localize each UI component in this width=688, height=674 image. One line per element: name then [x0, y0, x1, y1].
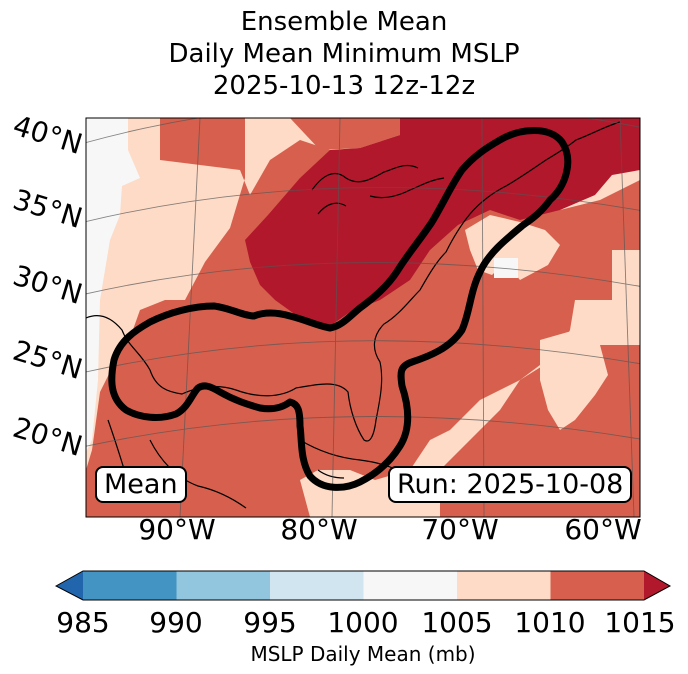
- graticule: [86, 118, 640, 517]
- colorbar-tick-1005: 1005: [421, 606, 493, 639]
- field-1010-1015-north: [290, 118, 400, 150]
- colorbar-segment-995: [270, 571, 364, 600]
- colorbar-tick-995: 995: [243, 606, 297, 639]
- colorbar-segment-985: [83, 571, 177, 600]
- lon-label-70w: 70°W: [421, 513, 499, 546]
- colorbar-tick-1015: 1015: [604, 606, 676, 639]
- field-1000-1005-east: [494, 258, 518, 278]
- field-above-1015: [245, 118, 640, 326]
- field-1005-1010-southeast: [540, 330, 608, 430]
- colorbar-extend-low: [56, 571, 83, 600]
- title-line-1: Ensemble Mean: [240, 7, 448, 37]
- colorbar-segment-1010: [550, 571, 644, 600]
- colorbar-outline: [54, 570, 672, 601]
- field-1000-1005-west: [86, 118, 140, 452]
- field-1005-1010-east: [465, 215, 560, 280]
- title-line-3: 2025-10-13 12z-12z: [212, 71, 476, 101]
- colorbar-tick-1000: 1000: [327, 606, 399, 639]
- colorbar-tick-1010: 1010: [514, 606, 586, 639]
- lon-label-90w: 90°W: [138, 513, 216, 546]
- colorbar-tick-990: 990: [149, 606, 203, 639]
- map-frame: [85, 117, 641, 518]
- colorbar-segment-1005: [457, 571, 551, 600]
- mean-label: Mean: [95, 466, 187, 503]
- colorbar-label: MSLP Daily Mean (mb): [250, 642, 476, 666]
- lon-label-80w: 80°W: [280, 513, 358, 546]
- colorbar-segment-990: [176, 571, 270, 600]
- run-date-label: Run: 2025-10-08: [388, 466, 633, 503]
- colorbar-extend-high: [644, 571, 670, 600]
- figure-title: Ensemble Mean Daily Mean Minimum MSLP 20…: [0, 6, 688, 102]
- low-pressure-contour: [108, 127, 572, 491]
- title-line-2: Daily Mean Minimum MSLP: [168, 39, 520, 69]
- colorbar-tick-985: 985: [56, 606, 110, 639]
- lon-label-60w: 60°W: [564, 513, 642, 546]
- mslp-map: [85, 117, 641, 518]
- colorbar-segment-1000: [363, 571, 457, 600]
